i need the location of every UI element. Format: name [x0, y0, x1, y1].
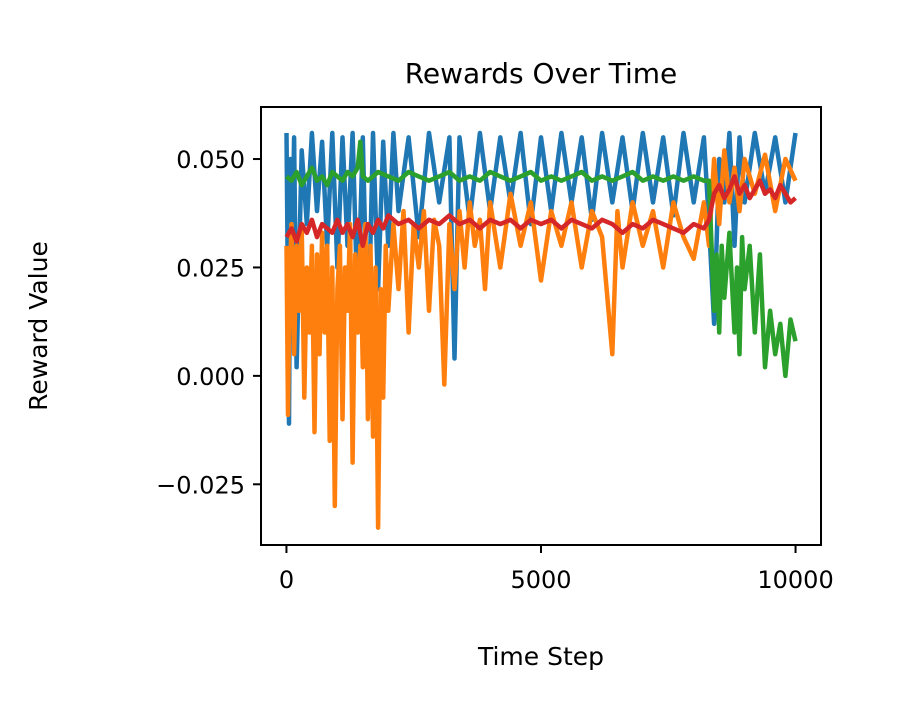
y-tick-label: −0.025	[156, 471, 245, 499]
y-tick-label: 0.050	[176, 146, 245, 174]
series-line-2	[284, 148, 798, 530]
x-tick-label: 5000	[510, 566, 571, 594]
y-axis-ticks: −0.025 0.000 0.025 0.050	[156, 146, 261, 499]
series-line-3	[285, 139, 798, 379]
y-axis-label: Reward Value	[24, 241, 53, 411]
x-tick-label: 0	[279, 566, 294, 594]
x-axis-ticks: 0 5000 10000	[279, 545, 834, 594]
series-line-4	[284, 174, 797, 249]
chart-title: Rewards Over Time	[405, 57, 678, 90]
y-tick-label: 0.000	[176, 363, 245, 391]
x-axis-label: Time Step	[477, 642, 604, 671]
series-layer	[284, 130, 798, 530]
y-tick-label: 0.025	[176, 254, 245, 282]
x-tick-label: 10000	[757, 566, 833, 594]
